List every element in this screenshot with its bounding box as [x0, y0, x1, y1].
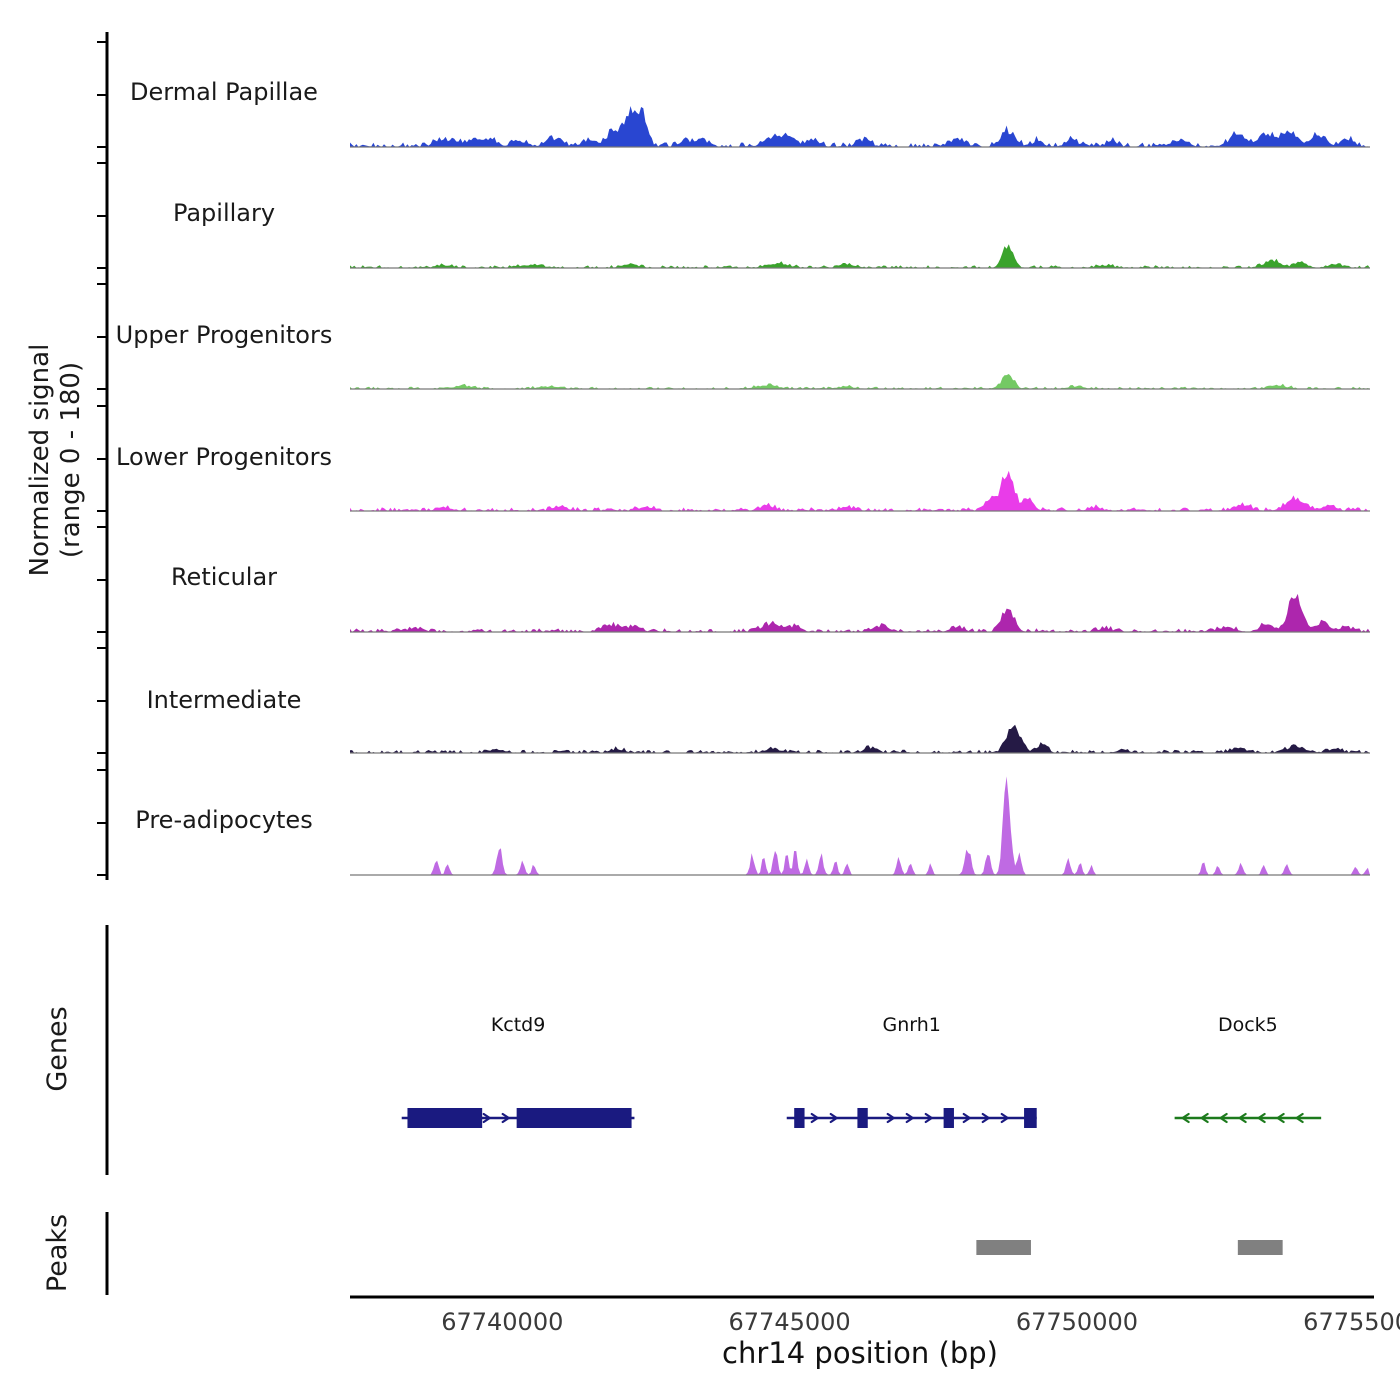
- track-label-pre-adipocytes: Pre-adipocytes: [135, 806, 313, 834]
- track-label-reticular: Reticular: [170, 563, 278, 591]
- x-tick-67740000: 67740000: [441, 1308, 564, 1336]
- track-label-upper-progenitors: Upper Progenitors: [115, 321, 333, 349]
- signal-area-6: [350, 776, 1370, 875]
- genes-section-label: Genes: [42, 1006, 73, 1092]
- track-label-lower-progenitors: Lower Progenitors: [116, 443, 332, 471]
- y-axis-label-line2: (range 0 - 180): [56, 361, 86, 559]
- gene-label-kctd9: Kctd9: [490, 1014, 546, 1036]
- gene-label-gnrh1: Gnrh1: [882, 1014, 941, 1036]
- y-axis-label: Normalized signal (range 0 - 180): [25, 30, 89, 890]
- x-axis-title: chr14 position (bp): [722, 1336, 998, 1370]
- signal-area-5: [350, 724, 1370, 753]
- signal-area-1: [350, 244, 1370, 268]
- gene-label-dock5: Dock5: [1217, 1014, 1278, 1036]
- signal-area-4: [350, 593, 1370, 632]
- x-tick-67745000: 67745000: [728, 1308, 851, 1336]
- x-tick-67755000: 67755000: [1303, 1308, 1400, 1336]
- signal-area-2: [350, 374, 1370, 389]
- peaks-section-label: Peaks: [42, 1213, 73, 1293]
- peak-box: [976, 1240, 1031, 1255]
- track-label-intermediate: Intermediate: [146, 686, 302, 714]
- track-label-papillary: Papillary: [172, 199, 276, 227]
- signal-area-0: [350, 106, 1370, 147]
- y-axis-label-line1: Normalized signal: [25, 343, 55, 577]
- track-label-dermal-papillae: Dermal Papillae: [130, 78, 318, 106]
- x-tick-67750000: 67750000: [1015, 1308, 1138, 1336]
- signal-area-3: [350, 470, 1370, 511]
- peak-box: [1237, 1240, 1283, 1255]
